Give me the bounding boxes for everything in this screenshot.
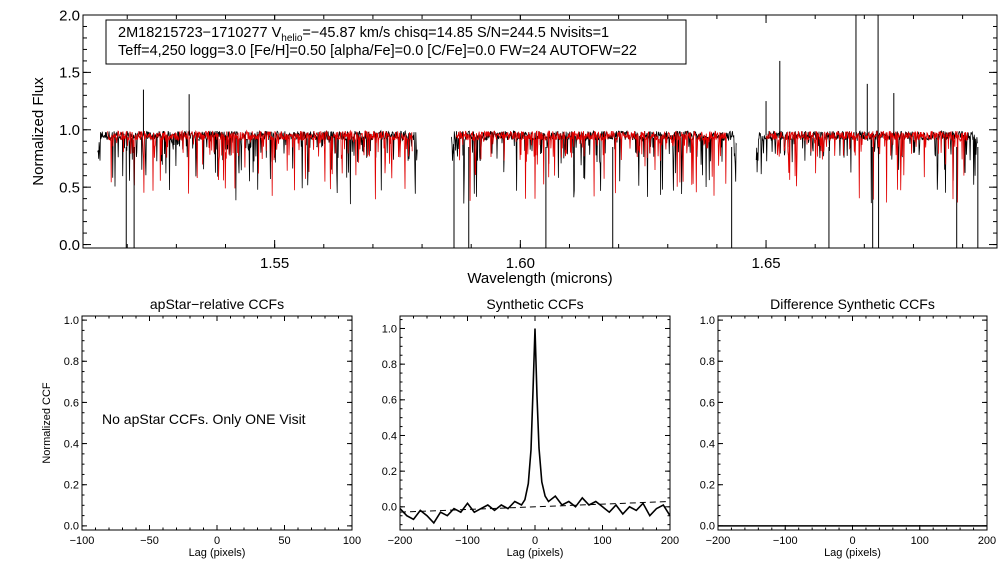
x-tick-label: 1.55 <box>260 255 289 272</box>
y-tick-label: 2.0 <box>59 7 80 24</box>
panel-title: apStar−relative CCFs <box>150 296 284 312</box>
y-axis-label: Normalized Flux <box>30 77 47 186</box>
x-axis-label: Lag (pixels) <box>507 547 564 559</box>
y-tick-label: 0.2 <box>382 466 397 478</box>
x-tick-label: 200 <box>978 535 996 547</box>
annotation-line-2: Teff=4,250 logg=3.0 [Fe/H]=0.50 [alpha/F… <box>118 43 637 59</box>
y-tick-label: 0.0 <box>64 521 79 533</box>
y-tick-label: 1.0 <box>64 315 79 327</box>
synthetic-spectrum-line <box>456 130 728 201</box>
y-tick-label: 1.0 <box>382 323 397 335</box>
plot-frame <box>82 14 998 249</box>
panel-title: Difference Synthetic CCFs <box>770 296 935 312</box>
x-tick-label: 1.60 <box>506 255 535 272</box>
x-tick-label: 0 <box>849 535 855 547</box>
annotation-line-1: 2M18215723−1710277 Vhelio=−45.87 km/s ch… <box>118 25 609 44</box>
y-axis-label: Normalized CCF <box>41 382 53 464</box>
x-tick-label: 200 <box>661 535 679 547</box>
difference-ccf-panel: −200 −100 0 100 200 0.0 0.2 0.4 0.6 0.8 1.0 Differe… <box>700 296 996 559</box>
no-ccf-message: No apStar CCFs. Only ONE Visit <box>102 411 306 427</box>
y-tick-label: 0.8 <box>64 356 79 368</box>
x-tick-label: 100 <box>343 535 361 547</box>
y-tick-label: 0.5 <box>59 179 80 196</box>
y-tick-label: 0.2 <box>700 480 715 492</box>
y-tick-label: 0.6 <box>700 397 715 409</box>
x-tick-label: 1.65 <box>751 255 780 272</box>
x-tick-label: −100 <box>455 535 480 547</box>
annotation-v-symbol: V <box>272 25 282 41</box>
baseline-fit-dashed-line <box>399 500 671 513</box>
spectrum-panel: 1.55 1.60 1.65 0.0 0.5 1.0 1.5 2.0 Wavelength (m… <box>30 7 998 287</box>
plot-frame <box>717 315 988 531</box>
y-tick-label: 0.4 <box>64 438 79 450</box>
x-tick-label: −100 <box>773 535 798 547</box>
x-axis-label: Wavelength (microns) <box>467 270 612 287</box>
synthetic-spectrum-line <box>765 130 968 203</box>
y-tick-label: 0.8 <box>700 356 715 368</box>
x-tick-label: 0 <box>214 535 220 547</box>
y-tick-label: 0.4 <box>382 430 397 442</box>
apstar-ccf-panel: −100 −50 0 50 100 0.0 0.2 0.4 0.6 0.8 1.0 apStar−re… <box>41 296 361 559</box>
y-tick-label: 0.0 <box>700 521 715 533</box>
x-tick-label: 50 <box>278 535 290 547</box>
y-tick-label: 0.0 <box>382 502 397 514</box>
x-tick-label: 100 <box>593 535 611 547</box>
x-tick-label: 0 <box>532 535 538 547</box>
y-tick-label: 0.6 <box>64 397 79 409</box>
x-tick-label: 100 <box>911 535 929 547</box>
annotation-star-id: 2M18215723−1710277 <box>118 25 272 41</box>
x-tick-label: −200 <box>706 535 731 547</box>
annotation-box <box>105 19 687 65</box>
y-tick-label: 0.4 <box>700 438 715 450</box>
annotation-v-subscript: helio <box>281 33 303 44</box>
y-tick-label: 0.2 <box>64 480 79 492</box>
y-tick-label: 1.0 <box>700 315 715 327</box>
y-tick-label: 1.5 <box>59 65 80 82</box>
panel-title: Synthetic CCFs <box>486 296 583 312</box>
annotation-line-1-rest: =−45.87 km/s chisq=14.85 S/N=244.5 Nvisi… <box>302 25 609 41</box>
y-tick-label: 0.0 <box>59 237 80 254</box>
x-tick-label: −100 <box>70 535 95 547</box>
x-axis-label: Lag (pixels) <box>824 547 881 559</box>
ccf-series-line <box>399 328 671 525</box>
synthetic-ccf-panel: −200 −100 0 100 200 0.0 0.2 0.4 0.6 0.8 1.0 Synthet… <box>382 296 679 559</box>
y-tick-label: 1.0 <box>59 122 80 139</box>
x-axis-label: Lag (pixels) <box>189 547 246 559</box>
y-tick-label: 0.6 <box>382 395 397 407</box>
y-tick-label: 0.8 <box>382 359 397 371</box>
synthetic-spectrum-line <box>107 129 413 200</box>
x-tick-label: −200 <box>388 535 413 547</box>
x-tick-label: −50 <box>140 535 159 547</box>
